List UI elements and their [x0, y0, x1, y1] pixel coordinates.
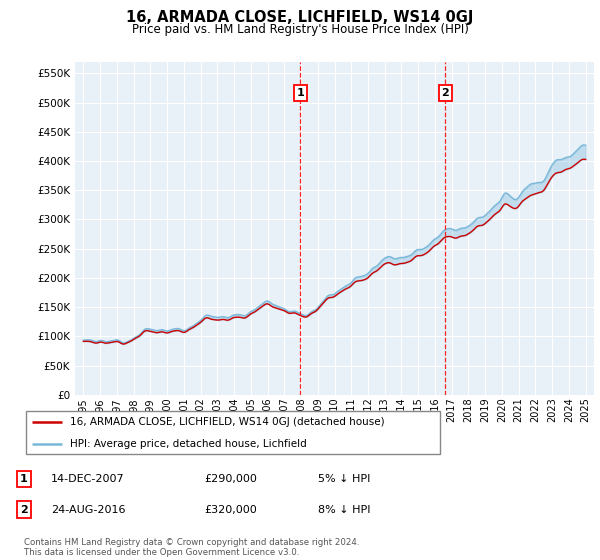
Text: 24-AUG-2016: 24-AUG-2016	[51, 505, 125, 515]
Text: HPI: Average price, detached house, Lichfield: HPI: Average price, detached house, Lich…	[70, 438, 307, 449]
Text: 5% ↓ HPI: 5% ↓ HPI	[318, 474, 370, 484]
Text: Contains HM Land Registry data © Crown copyright and database right 2024.
This d: Contains HM Land Registry data © Crown c…	[24, 538, 359, 557]
Text: 16, ARMADA CLOSE, LICHFIELD, WS14 0GJ (detached house): 16, ARMADA CLOSE, LICHFIELD, WS14 0GJ (d…	[70, 417, 385, 427]
Text: 1: 1	[296, 88, 304, 98]
Text: £320,000: £320,000	[204, 505, 257, 515]
Text: 1: 1	[20, 474, 28, 484]
Text: 2: 2	[442, 88, 449, 98]
Text: 8% ↓ HPI: 8% ↓ HPI	[318, 505, 371, 515]
Text: 2: 2	[20, 505, 28, 515]
Text: £290,000: £290,000	[204, 474, 257, 484]
Text: 14-DEC-2007: 14-DEC-2007	[51, 474, 125, 484]
FancyBboxPatch shape	[26, 411, 440, 454]
Text: 16, ARMADA CLOSE, LICHFIELD, WS14 0GJ: 16, ARMADA CLOSE, LICHFIELD, WS14 0GJ	[127, 10, 473, 25]
Text: Price paid vs. HM Land Registry's House Price Index (HPI): Price paid vs. HM Land Registry's House …	[131, 23, 469, 36]
